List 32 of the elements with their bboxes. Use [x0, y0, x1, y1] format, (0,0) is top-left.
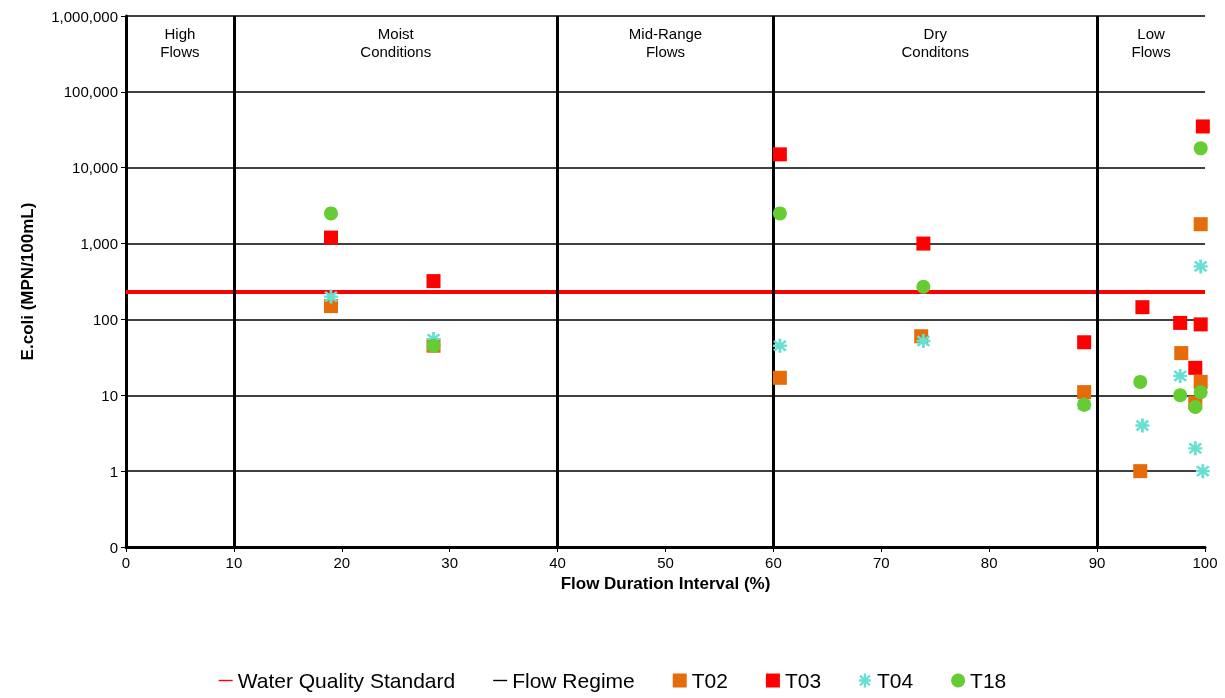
x-axis-title: Flow Duration Interval (%) [560, 574, 771, 593]
x-tick-label: 10 [225, 554, 243, 571]
annotation: Low Flows [1131, 24, 1171, 60]
x-tick-label: 50 [657, 554, 674, 571]
legend-label: T04 [876, 669, 914, 692]
x-tick-label: 70 [872, 554, 890, 571]
x-tick-label: 90 [1088, 554, 1106, 571]
annotation: Dry Conditons [901, 24, 970, 60]
x-tick-label: 60 [765, 554, 782, 571]
y-tick-label: 1,000,000 [51, 7, 118, 25]
annotation: Mid-Range Flows [628, 24, 703, 60]
x-tick-label: 0 [121, 554, 131, 571]
legend-label: T03 [784, 669, 822, 692]
x-tick-label: 20 [333, 554, 351, 571]
legend-label: Flow Regime [512, 669, 635, 692]
x-tick-label: 40 [549, 554, 566, 571]
y-tick-label: 1,000 [80, 235, 118, 253]
annotation: Moist Conditions [360, 24, 432, 60]
y-tick-label: 10,000 [72, 159, 118, 177]
x-tick-label: 100 [1192, 554, 1218, 571]
y-tick-label: 1 [109, 462, 118, 480]
legend-label: Water Quality Standard [237, 669, 456, 692]
legend-label: T02 [691, 669, 728, 692]
annotation: High Flows [160, 24, 200, 60]
y-tick-label: 10 [101, 386, 118, 404]
x-tick-label: 80 [980, 554, 998, 571]
y-tick-label: 0 [109, 538, 118, 556]
legend-label: T18 [970, 669, 1007, 692]
x-tick-label: 30 [441, 554, 459, 571]
y-axis-title: E.coli (MPN/100mL) [18, 202, 37, 361]
y-tick-label: 100 [92, 310, 118, 328]
y-tick-label: 100,000 [63, 83, 118, 101]
